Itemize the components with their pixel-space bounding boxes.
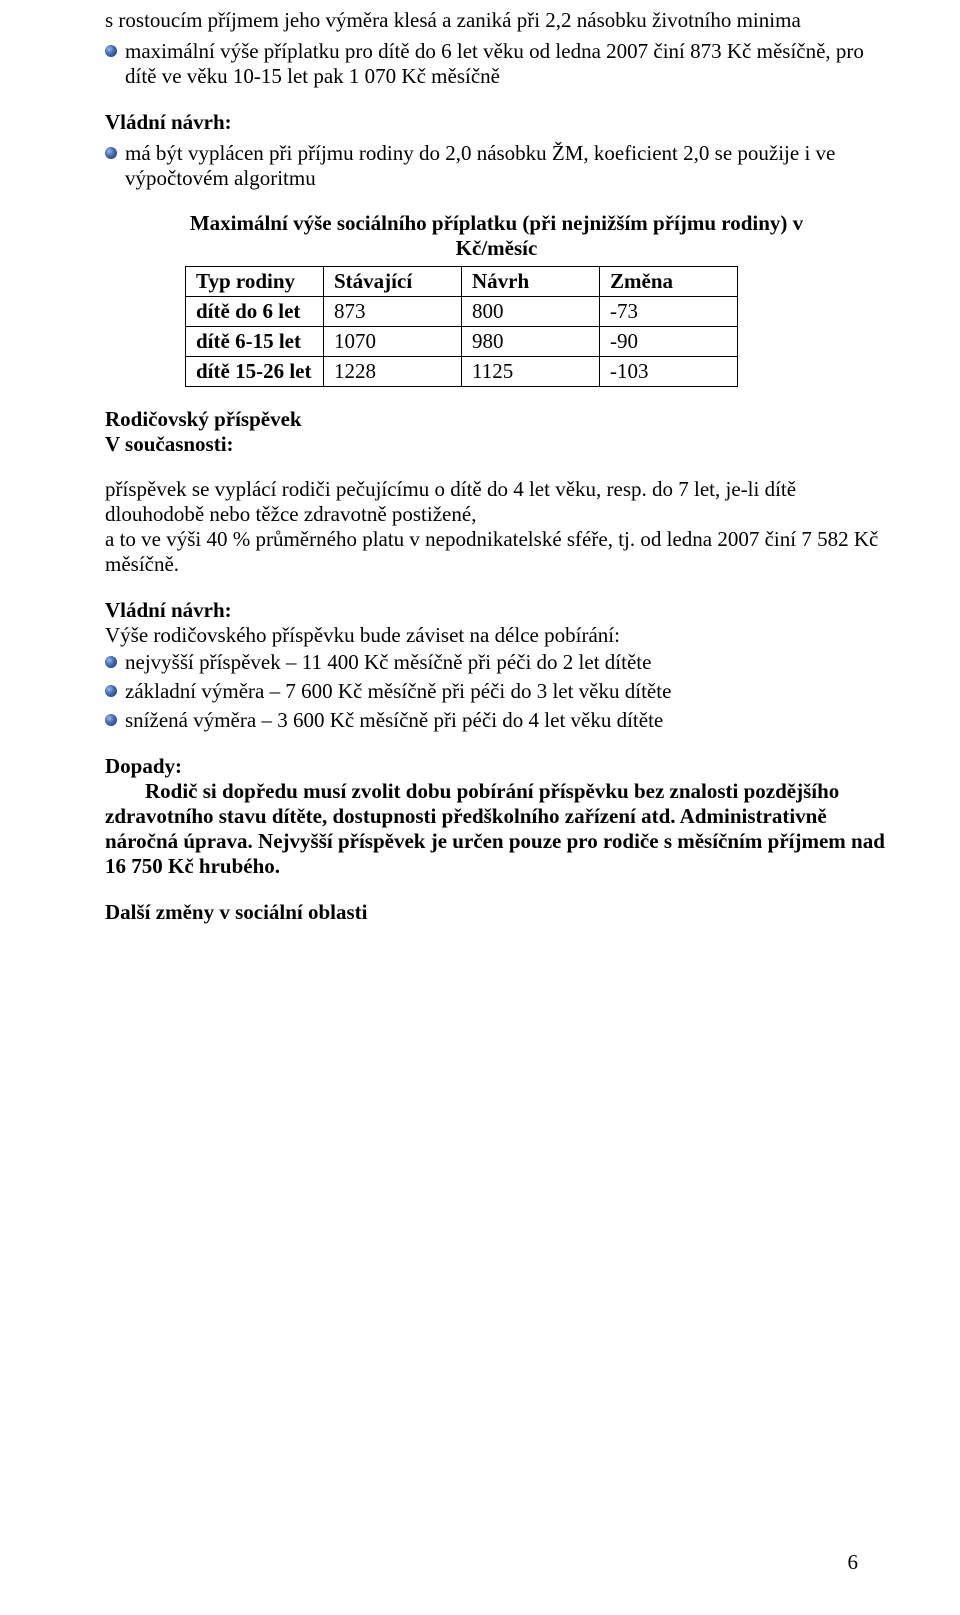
ball-icon (105, 45, 117, 57)
paragraph-dopady: Rodič si dopředu musí zvolit dobu pobírá… (105, 779, 888, 880)
table-row: dítě do 6 let 873 800 -73 (186, 296, 738, 326)
bullet-vn1: má být vyplácen při příjmu rodiny do 2,0… (105, 141, 888, 191)
table-cell: -90 (600, 326, 738, 356)
table-cell: 1228 (324, 356, 462, 386)
document-page: s rostoucím příjmem jeho výměra klesá a … (0, 0, 960, 1615)
table-cell: 873 (324, 296, 462, 326)
bullet-vn2-3: snížená výměra – 3 600 Kč měsíčně při pé… (105, 708, 888, 733)
heading-vladni-navrh-2: Vládní návrh: (105, 598, 888, 623)
table-cell: -103 (600, 356, 738, 386)
table-cell: 980 (462, 326, 600, 356)
table-title-line2: Kč/měsíc (105, 236, 888, 261)
bullet-text: má být vyplácen při příjmu rodiny do 2,0… (125, 141, 888, 191)
ball-icon (105, 147, 117, 159)
table-header-cell: Návrh (462, 266, 600, 296)
bullet-vn2-2: základní výměra – 7 600 Kč měsíčně při p… (105, 679, 888, 704)
table-title: Maximální výše sociálního příplatku (při… (105, 211, 888, 261)
bullet-vn2-1: nejvyšší příspěvek – 11 400 Kč měsíčně p… (105, 650, 888, 675)
table-header-cell: Typ rodiny (186, 266, 324, 296)
heading-vladni-navrh-1: Vládní návrh: (105, 110, 888, 135)
bullet-text: základní výměra – 7 600 Kč měsíčně při p… (125, 679, 671, 704)
table-socialni-priplatek: Typ rodiny Stávající Návrh Změna dítě do… (185, 266, 888, 387)
table-title-line1: Maximální výše sociálního příplatku (při… (105, 211, 888, 236)
table-header-cell: Změna (600, 266, 738, 296)
ball-icon (105, 656, 117, 668)
table-cell: dítě 15-26 let (186, 356, 324, 386)
bullet-max-vyse: maximální výše příplatku pro dítě do 6 l… (105, 39, 888, 89)
table-row: dítě 6-15 let 1070 980 -90 (186, 326, 738, 356)
table-cell: dítě 6-15 let (186, 326, 324, 356)
heading-rodicovsky-prispevek: Rodičovský příspěvek (105, 407, 888, 432)
ball-icon (105, 685, 117, 697)
paragraph-intro: s rostoucím příjmem jeho výměra klesá a … (105, 8, 888, 33)
bullet-text: maximální výše příplatku pro dítě do 6 l… (125, 39, 888, 89)
table-cell: 1070 (324, 326, 462, 356)
bullet-text: snížená výměra – 3 600 Kč měsíčně při pé… (125, 708, 663, 733)
paragraph-rodic-1: příspěvek se vyplácí rodiči pečujícímu o… (105, 477, 888, 527)
table-cell: 800 (462, 296, 600, 326)
paragraph-rodic-2: a to ve výši 40 % průměrného platu v nep… (105, 527, 888, 577)
heading-dalsi-zmeny: Další změny v sociální oblasti (105, 900, 888, 925)
bullet-text: nejvyšší příspěvek – 11 400 Kč měsíčně p… (125, 650, 651, 675)
table-row: Typ rodiny Stávající Návrh Změna (186, 266, 738, 296)
table-cell: dítě do 6 let (186, 296, 324, 326)
table-cell: -73 (600, 296, 738, 326)
ball-icon (105, 714, 117, 726)
heading-dopady: Dopady: (105, 754, 888, 779)
heading-v-soucasnosti: V současnosti: (105, 432, 888, 457)
page-number: 6 (848, 1550, 859, 1575)
paragraph-vn2-intro: Výše rodičovského příspěvku bude záviset… (105, 623, 888, 648)
table-header-cell: Stávající (324, 266, 462, 296)
table-cell: 1125 (462, 356, 600, 386)
table-row: dítě 15-26 let 1228 1125 -103 (186, 356, 738, 386)
data-table: Typ rodiny Stávající Návrh Změna dítě do… (185, 266, 738, 387)
